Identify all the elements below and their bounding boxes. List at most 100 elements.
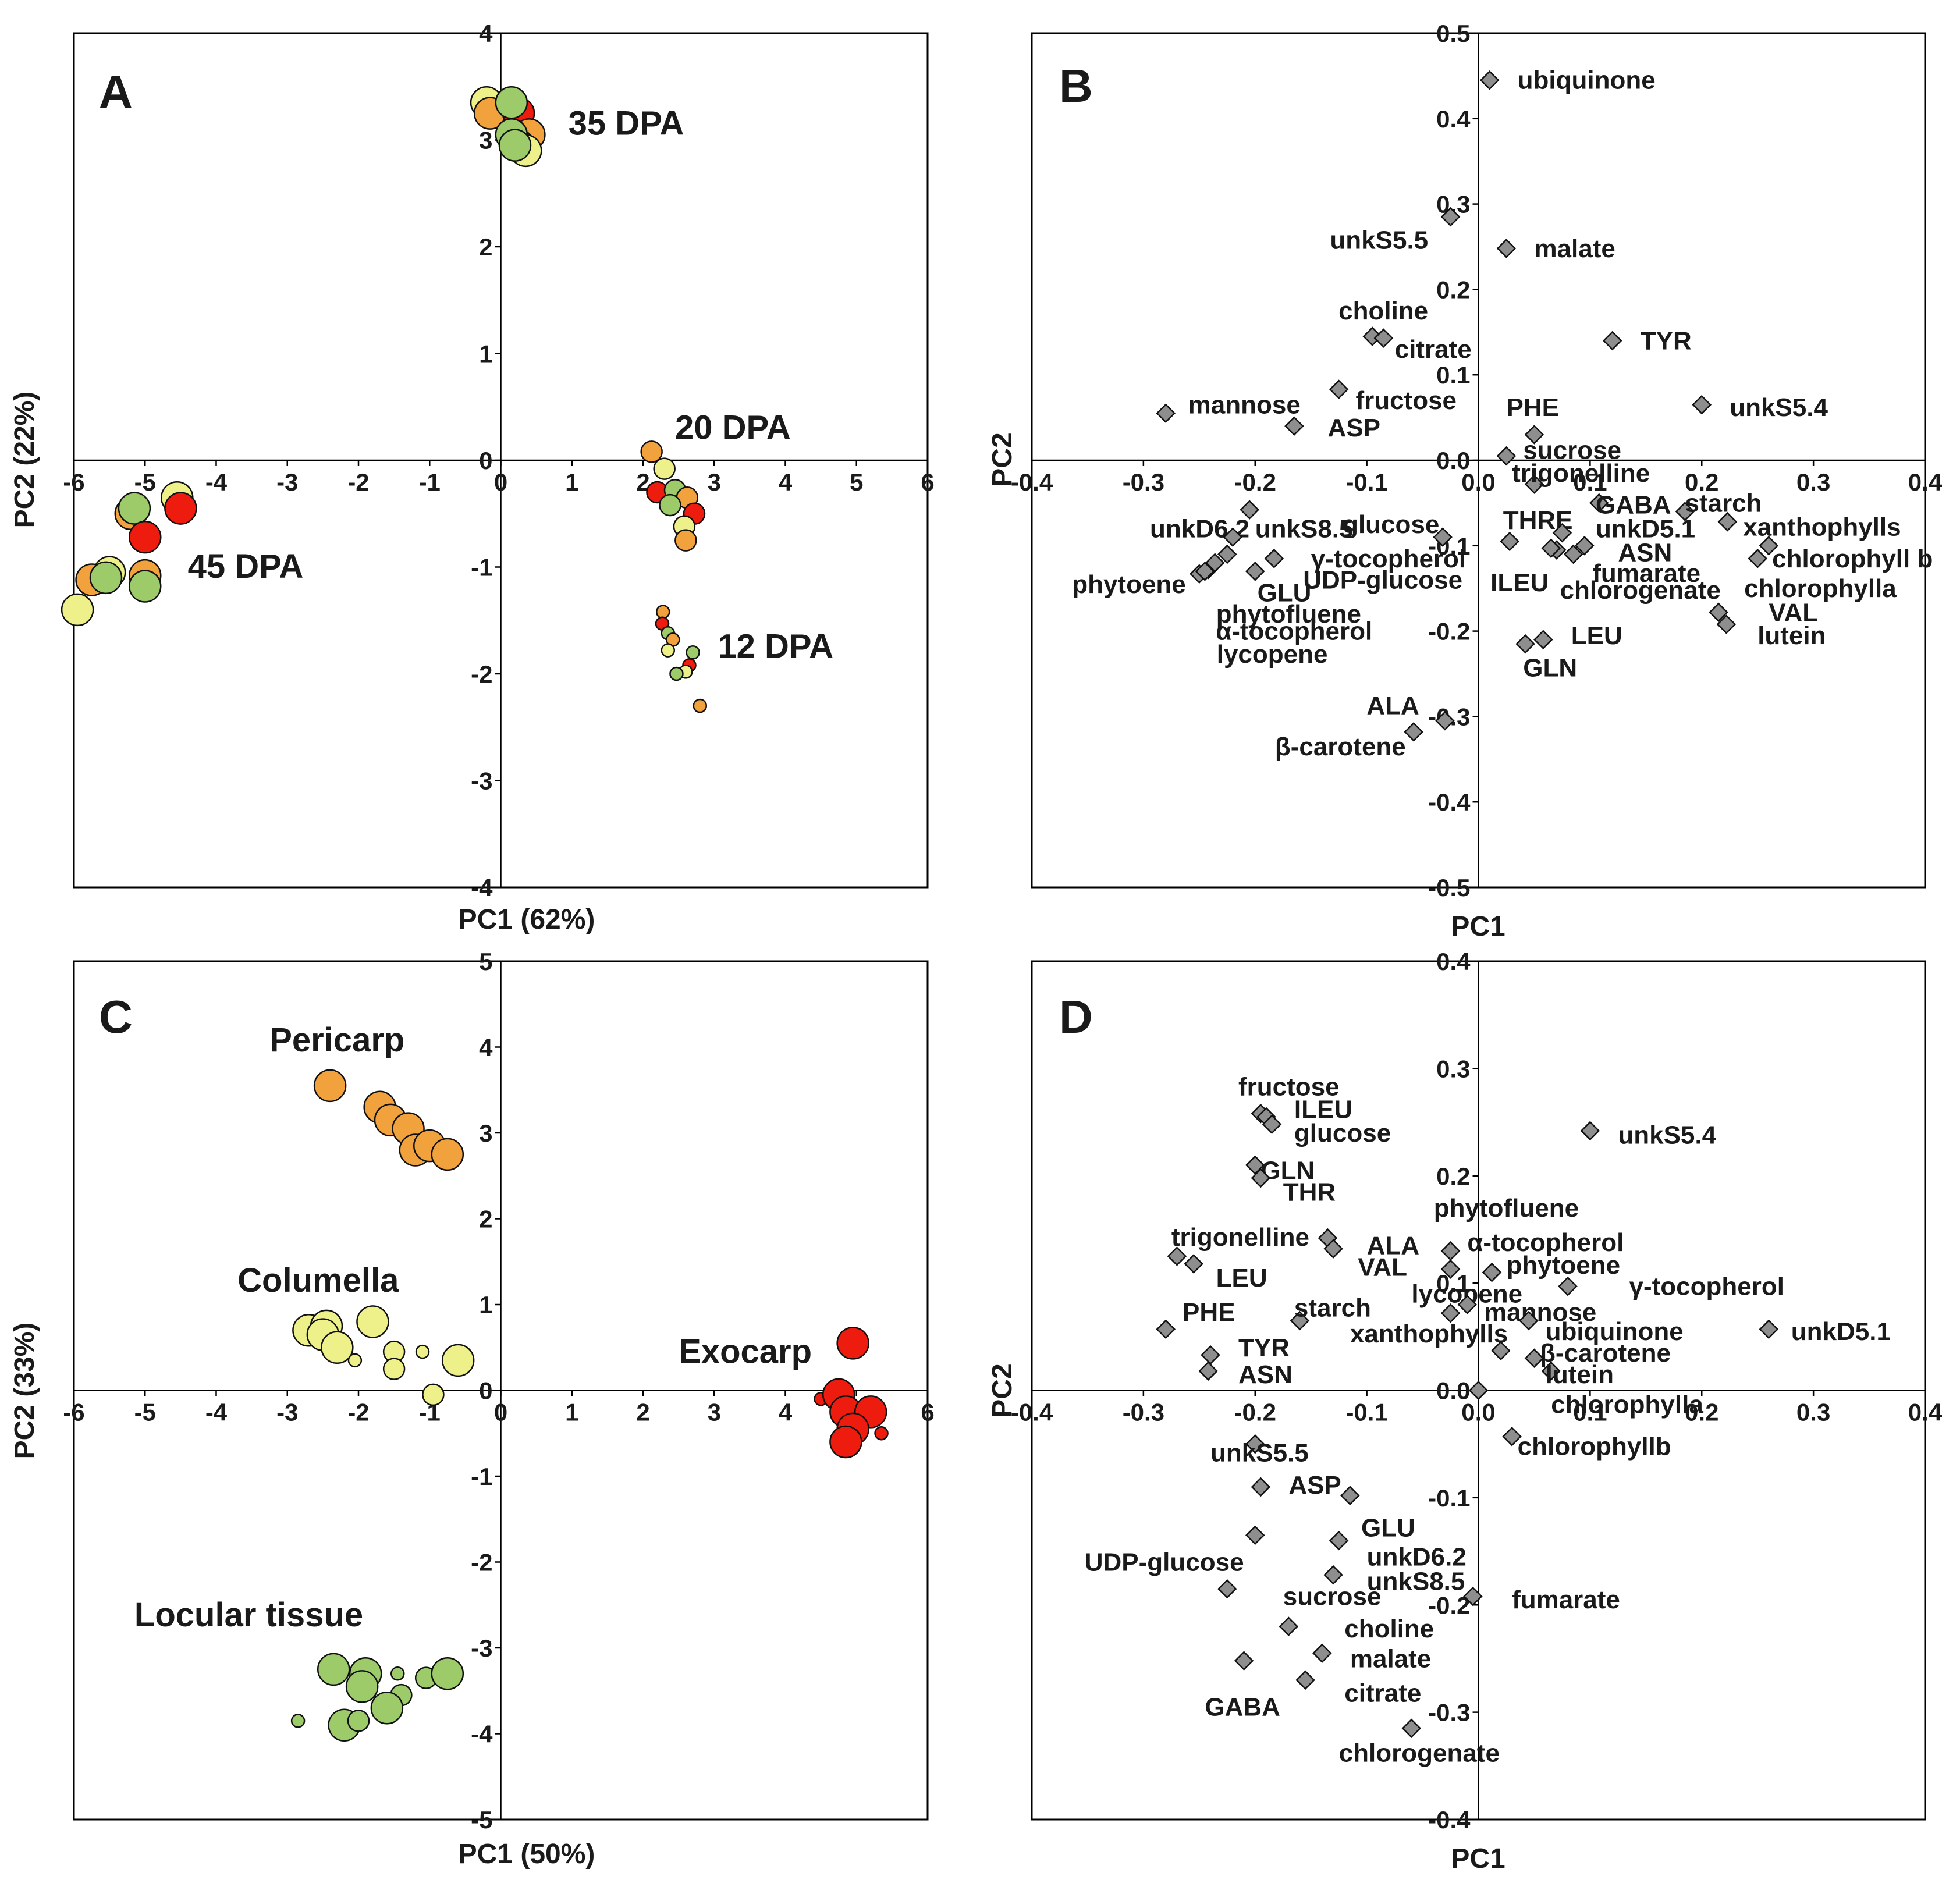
group-label: 12 DPA — [718, 627, 833, 665]
loading-label: mannose — [1188, 391, 1301, 420]
x-tick-label: -6 — [63, 1399, 84, 1426]
loading-label: choline — [1344, 1615, 1434, 1643]
loading-point — [1468, 1380, 1489, 1401]
loading-label: GLN — [1260, 1157, 1315, 1185]
loading-point — [1479, 70, 1500, 90]
panel-label: B — [1059, 60, 1093, 112]
y-tick-label: -0.4 — [1428, 788, 1471, 816]
loading-label: TYR — [1238, 1334, 1290, 1362]
loading-point — [1323, 1565, 1343, 1585]
loading-point — [1217, 1579, 1237, 1599]
loading-point — [1709, 602, 1728, 623]
loading-label: citrate — [1395, 335, 1472, 364]
loading-label: glucose — [1294, 1119, 1391, 1147]
loading-label: ALA — [1366, 691, 1419, 720]
loading-label: ALA — [1367, 1232, 1419, 1260]
loading-point — [1205, 553, 1225, 573]
x-tick-label: -3 — [276, 468, 298, 496]
group-label: 20 DPA — [675, 408, 791, 446]
panel-b: -0.4 -0.3 -0.2 -0.1 0.0 0.1 0.2 0.3 0.4 -0.5 -0.4 -… — [987, 20, 1943, 942]
score-point — [661, 643, 676, 658]
loading-point — [1245, 1525, 1265, 1545]
score-point — [495, 86, 528, 119]
y-tick-label: -3 — [471, 767, 492, 795]
y-tick-label: 0 — [479, 447, 492, 474]
loading-label: mannose — [1484, 1298, 1596, 1327]
loading-label: starch — [1685, 489, 1762, 517]
x-tick-label: -0.1 — [1345, 468, 1387, 496]
score-point — [129, 520, 162, 554]
score-point — [829, 1425, 862, 1459]
loading-point — [1223, 527, 1243, 547]
score-point — [498, 129, 532, 162]
loading-label: unkS5.4 — [1618, 1121, 1716, 1150]
loading-point — [1201, 1345, 1220, 1365]
loading-label: phytofluene — [1434, 1194, 1579, 1223]
score-point — [669, 666, 684, 681]
loading-point — [1692, 395, 1712, 415]
loading-label: sucrose — [1523, 436, 1621, 464]
score-point — [422, 1383, 445, 1406]
loading-label: GLU — [1258, 579, 1312, 607]
x-tick-label: 0 — [494, 468, 507, 496]
score-point — [836, 1327, 869, 1360]
loading-label: GLU — [1361, 1514, 1415, 1543]
panel-label: C — [99, 991, 133, 1043]
x-tick-label: -6 — [63, 468, 84, 496]
loading-point — [1373, 328, 1394, 348]
loading-point — [1340, 1486, 1360, 1505]
x-tick-label: 0 — [494, 1399, 507, 1426]
y-axis-title: PC2 (33%) — [9, 1323, 40, 1459]
loading-label: chlorophyllb — [1518, 1432, 1671, 1461]
loading-label: GABA — [1596, 491, 1671, 519]
loading-point — [1541, 538, 1561, 558]
y-tick-label: 0.3 — [1436, 1055, 1470, 1082]
y-tick-label: -0.2 — [1428, 618, 1470, 645]
score-point — [89, 561, 123, 595]
loading-label: LEU — [1571, 621, 1622, 650]
y-tick-label: -0.5 — [1428, 874, 1470, 901]
x-tick-label: 0.1 — [1573, 1399, 1607, 1426]
x-tick-label: -2 — [347, 1399, 369, 1426]
panel-d: -0.4 -0.3 -0.2 -0.1 0.0 0.1 0.2 0.3 0.4 -0.4 -0.3 -… — [987, 948, 1943, 1874]
y-tick-label: 2 — [479, 1206, 492, 1233]
y-axis-title: PC2 — [987, 1363, 1018, 1417]
score-point — [321, 1331, 354, 1364]
x-tick-label: 5 — [850, 468, 863, 496]
loading-label: VAL — [1358, 1253, 1407, 1281]
y-tick-label: -2 — [471, 660, 492, 688]
loading-point — [1290, 1310, 1310, 1331]
loading-point — [1541, 1361, 1561, 1381]
loading-label: UDP-glucose — [1303, 566, 1462, 595]
x-tick-label: -0.3 — [1123, 1399, 1164, 1426]
x-tick-label: 0.2 — [1685, 468, 1718, 496]
x-axis-title: PC1 — [1451, 911, 1505, 942]
loading-label: unkS5.5 — [1330, 226, 1428, 254]
loading-label: chlorogenate — [1560, 576, 1721, 605]
loading-point — [1502, 1427, 1522, 1447]
score-point — [290, 1714, 306, 1728]
score-point — [313, 1069, 347, 1103]
loading-label: THR — [1283, 1178, 1336, 1206]
loading-label: sucrose — [1283, 1583, 1382, 1611]
loading-label: chlorogenate — [1339, 1739, 1500, 1768]
loading-point — [1245, 1434, 1265, 1454]
loading-label: ASN — [1238, 1360, 1293, 1389]
loading-point — [1433, 527, 1453, 547]
y-tick-label: 0.2 — [1436, 276, 1470, 303]
x-tick-label: 0.4 — [1908, 1399, 1943, 1426]
y-tick-label: -4 — [471, 1721, 493, 1748]
y-tick-label: -2 — [471, 1549, 492, 1576]
y-tick-label: 0.1 — [1436, 361, 1470, 389]
loading-point — [1519, 1310, 1539, 1331]
loading-label: unkS8.5 — [1255, 514, 1354, 543]
score-point — [370, 1692, 404, 1725]
loading-label: fructose — [1238, 1073, 1340, 1101]
loading-label: LEU — [1216, 1264, 1267, 1292]
score-point — [431, 1657, 464, 1690]
loading-label: unkS5.5 — [1210, 1438, 1309, 1467]
x-tick-label: 3 — [708, 1399, 721, 1426]
y-tick-label: -1 — [471, 1463, 492, 1490]
y-tick-label: 0 — [479, 1377, 492, 1405]
x-tick-label: 2 — [636, 1399, 649, 1426]
